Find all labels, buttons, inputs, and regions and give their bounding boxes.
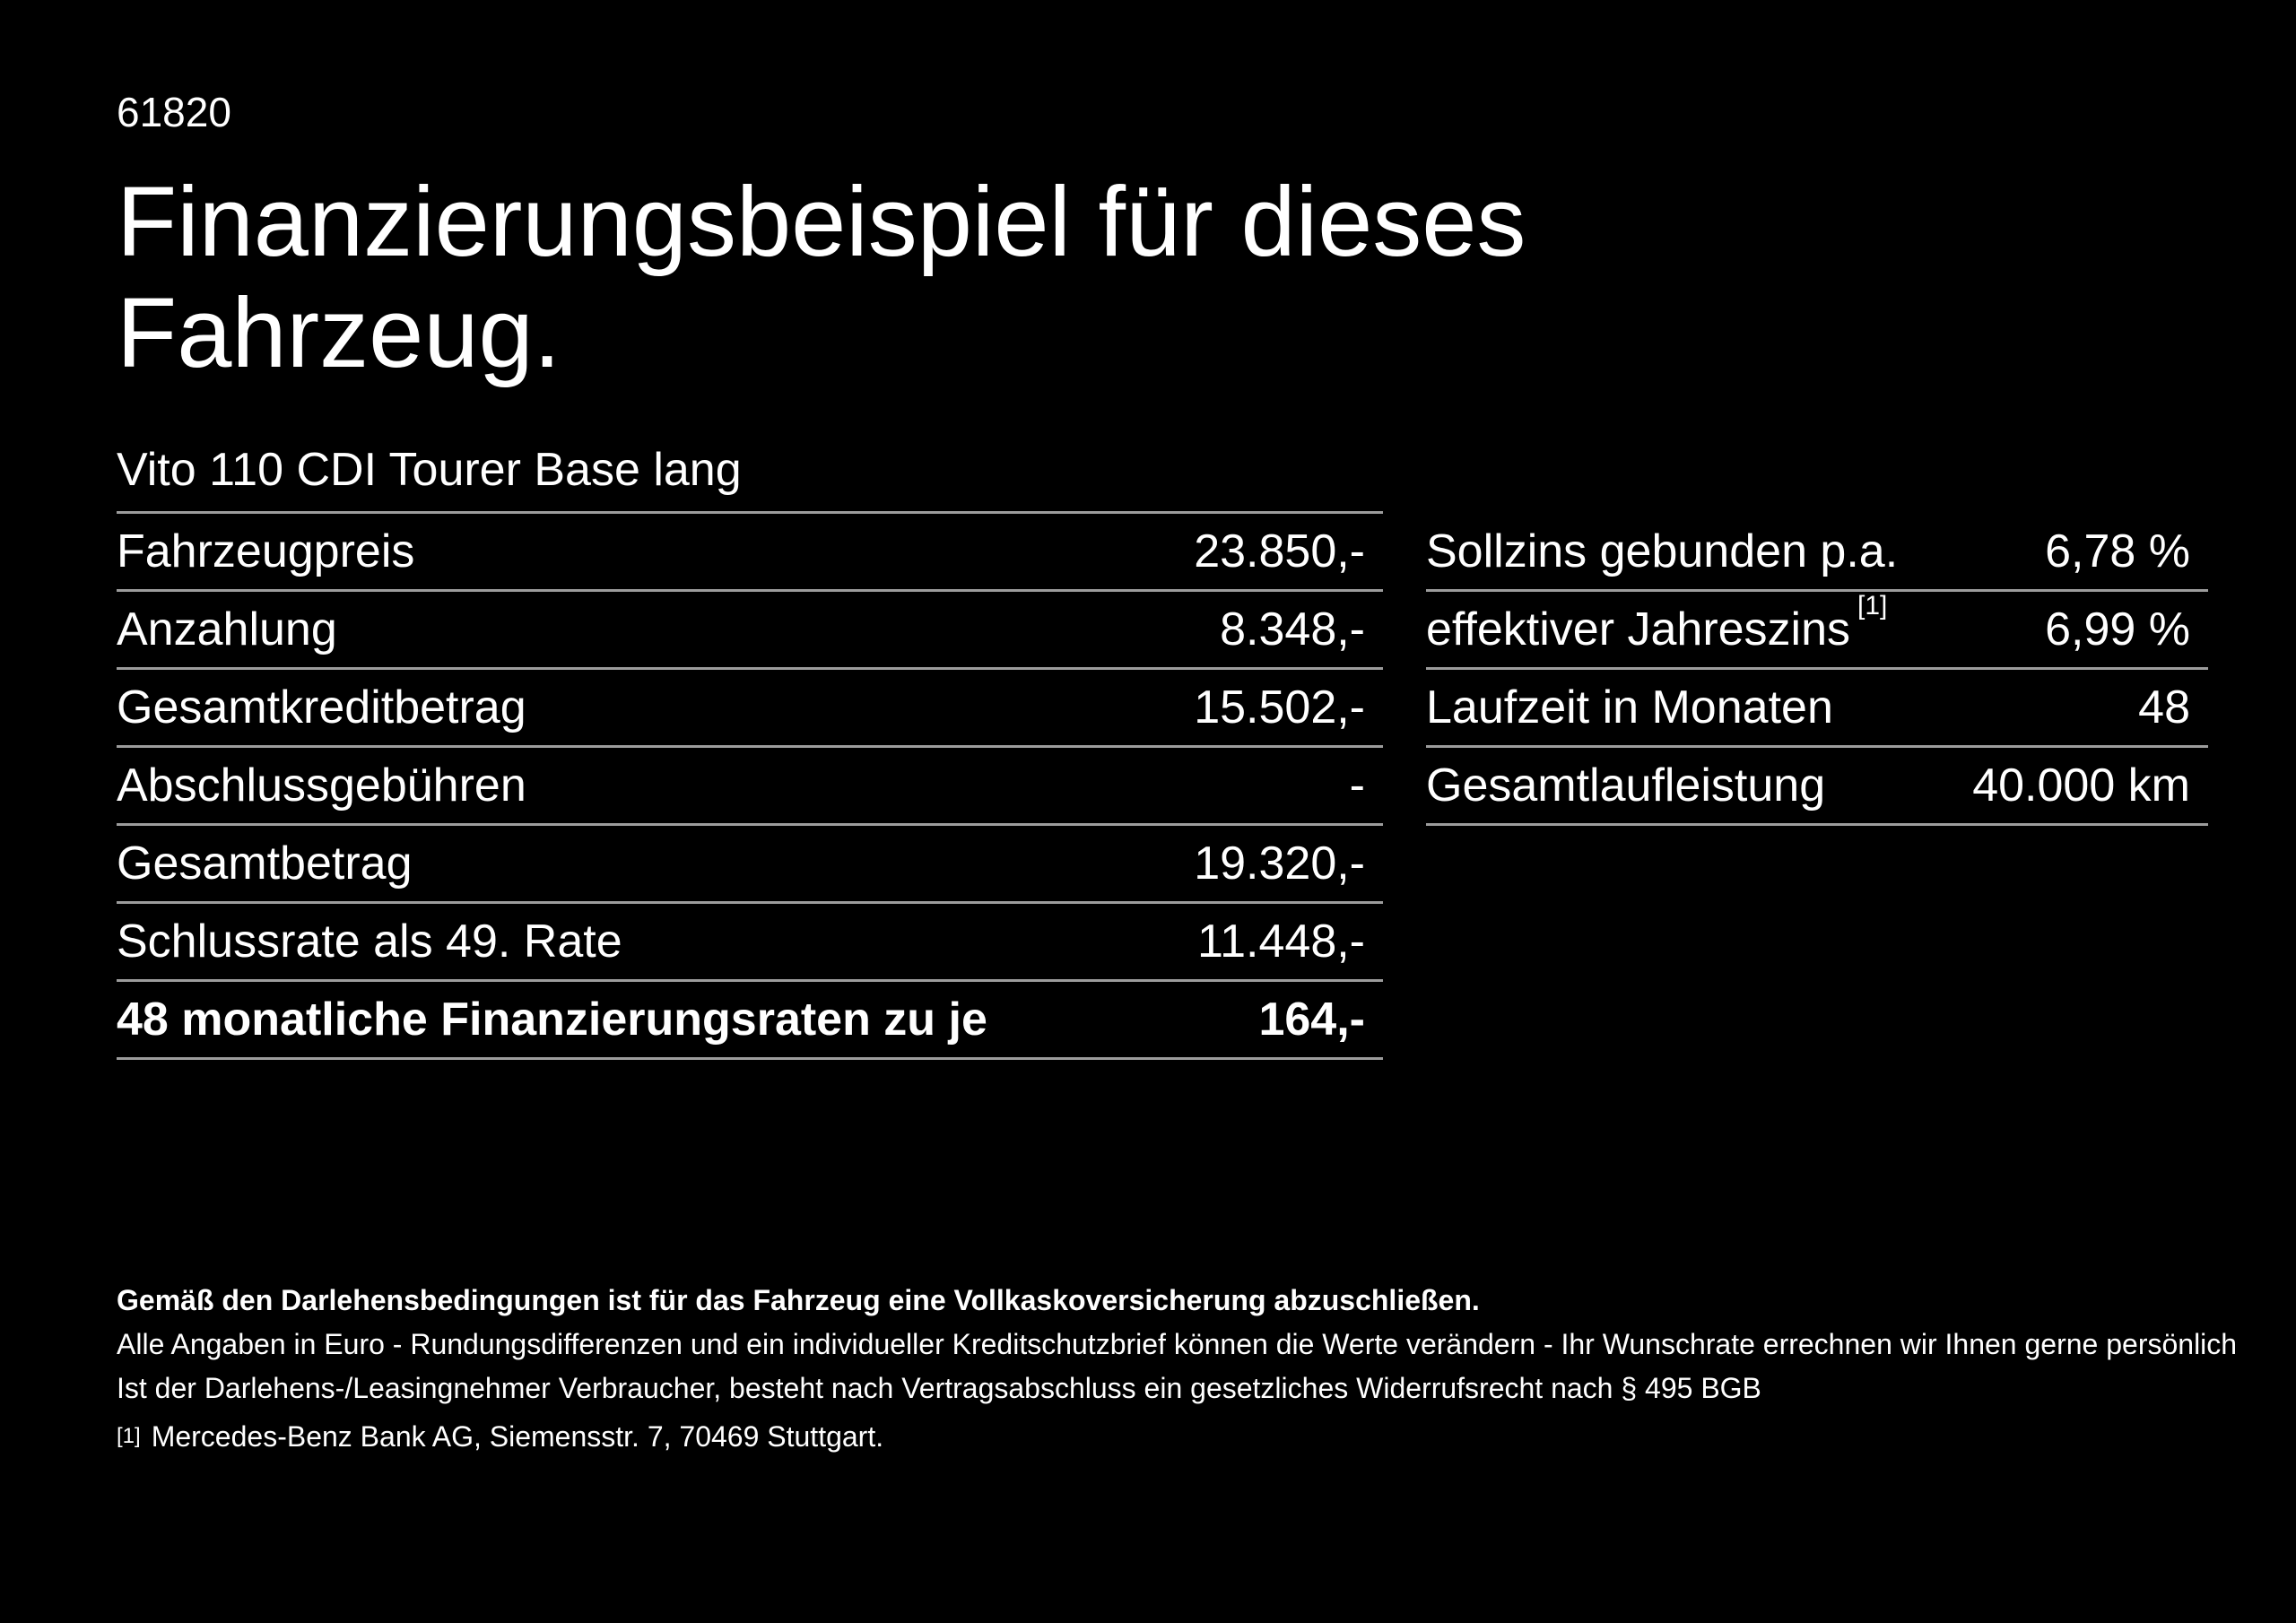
footnote-text: Mercedes-Benz Bank AG, Siemensstr. 7, 70… xyxy=(151,1420,884,1453)
row-label: Gesamtbetrag xyxy=(117,838,413,890)
row-label: Fahrzeugpreis xyxy=(117,525,415,577)
row-value: 15.502,- xyxy=(1194,681,1365,733)
footnote-marker: [1] xyxy=(117,1424,141,1448)
page-title-line-1: Finanzierungsbeispiel für dieses xyxy=(117,167,1526,277)
row-label: Gesamtlaufleistung xyxy=(1426,759,1826,812)
row-label-text: effektiver Jahreszins xyxy=(1426,603,1851,655)
row-value: 48 xyxy=(2138,681,2190,733)
table-row-total-amount: Gesamtbetrag 19.320,- xyxy=(117,826,1383,904)
table-row-total-mileage: Gesamtlaufleistung 40.000 km xyxy=(1426,748,2208,826)
footnote: [1] Mercedes-Benz Bank AG, Siemensstr. 7,… xyxy=(117,1415,2296,1462)
tables-container: Fahrzeugpreis 23.850,- Anzahlung 8.348,-… xyxy=(117,511,2296,1060)
row-value: 19.320,- xyxy=(1194,838,1365,890)
row-value: 164,- xyxy=(1258,994,1365,1046)
row-label: effektiver Jahreszins [1] xyxy=(1426,591,1887,656)
table-row-effective-interest: effektiver Jahreszins [1] 6,99 % xyxy=(1426,591,2208,670)
row-value: 40.000 km xyxy=(1972,759,2190,812)
footer-notes: Gemäß den Darlehensbedingungen ist für d… xyxy=(117,1279,2296,1462)
row-label: Anzahlung xyxy=(117,603,337,655)
table-row-final-rate: Schlussrate als 49. Rate 11.448,- xyxy=(117,904,1383,982)
row-label: 48 monatliche Finanzierungsraten zu je xyxy=(117,994,987,1046)
table-row-vehicle-price: Fahrzeugpreis 23.850,- xyxy=(117,514,1383,592)
note-line-1: Alle Angaben in Euro - Rundungsdifferenz… xyxy=(117,1328,2238,1360)
row-label: Schlussrate als 49. Rate xyxy=(117,916,622,968)
financing-table: Fahrzeugpreis 23.850,- Anzahlung 8.348,-… xyxy=(117,511,1383,1060)
table-row-monthly-rate: 48 monatliche Finanzierungsraten zu je 1… xyxy=(117,982,1383,1060)
table-row-closing-fees: Abschlussgebühren - xyxy=(117,748,1383,826)
row-value: 23.850,- xyxy=(1194,525,1365,577)
note-line-2: Ist der Darlehens-/Leasingnehmer Verbrau… xyxy=(117,1372,1761,1404)
table-row-nominal-interest: Sollzins gebunden p.a. 6,78 % xyxy=(1426,514,2208,592)
table-row-total-credit: Gesamtkreditbetrag 15.502,- xyxy=(117,670,1383,748)
footnote-reference: [1] xyxy=(1857,590,1888,621)
row-value: - xyxy=(1349,759,1365,812)
conditions-table: Sollzins gebunden p.a. 6,78 % effektiver… xyxy=(1426,514,2208,826)
table-row-down-payment: Anzahlung 8.348,- xyxy=(117,592,1383,670)
row-label: Laufzeit in Monaten xyxy=(1426,681,1833,733)
row-label: Sollzins gebunden p.a. xyxy=(1426,525,1899,577)
row-value: 8.348,- xyxy=(1220,603,1365,655)
row-value: 6,78 % xyxy=(2045,525,2190,577)
page-title-line-2: Fahrzeug. xyxy=(117,278,561,388)
table-row-term-months: Laufzeit in Monaten 48 xyxy=(1426,670,2208,748)
vehicle-model: Vito 110 CDI Tourer Base lang xyxy=(117,444,742,496)
row-value: 6,99 % xyxy=(2045,603,2190,655)
document-number: 61820 xyxy=(117,89,231,135)
row-label: Gesamtkreditbetrag xyxy=(117,681,526,733)
row-label: Abschlussgebühren xyxy=(117,759,526,812)
insurance-note: Gemäß den Darlehensbedingungen ist für d… xyxy=(117,1284,1480,1316)
row-value: 11.448,- xyxy=(1197,916,1365,968)
page-title: Finanzierungsbeispiel für dieses Fahrzeu… xyxy=(117,167,2296,389)
